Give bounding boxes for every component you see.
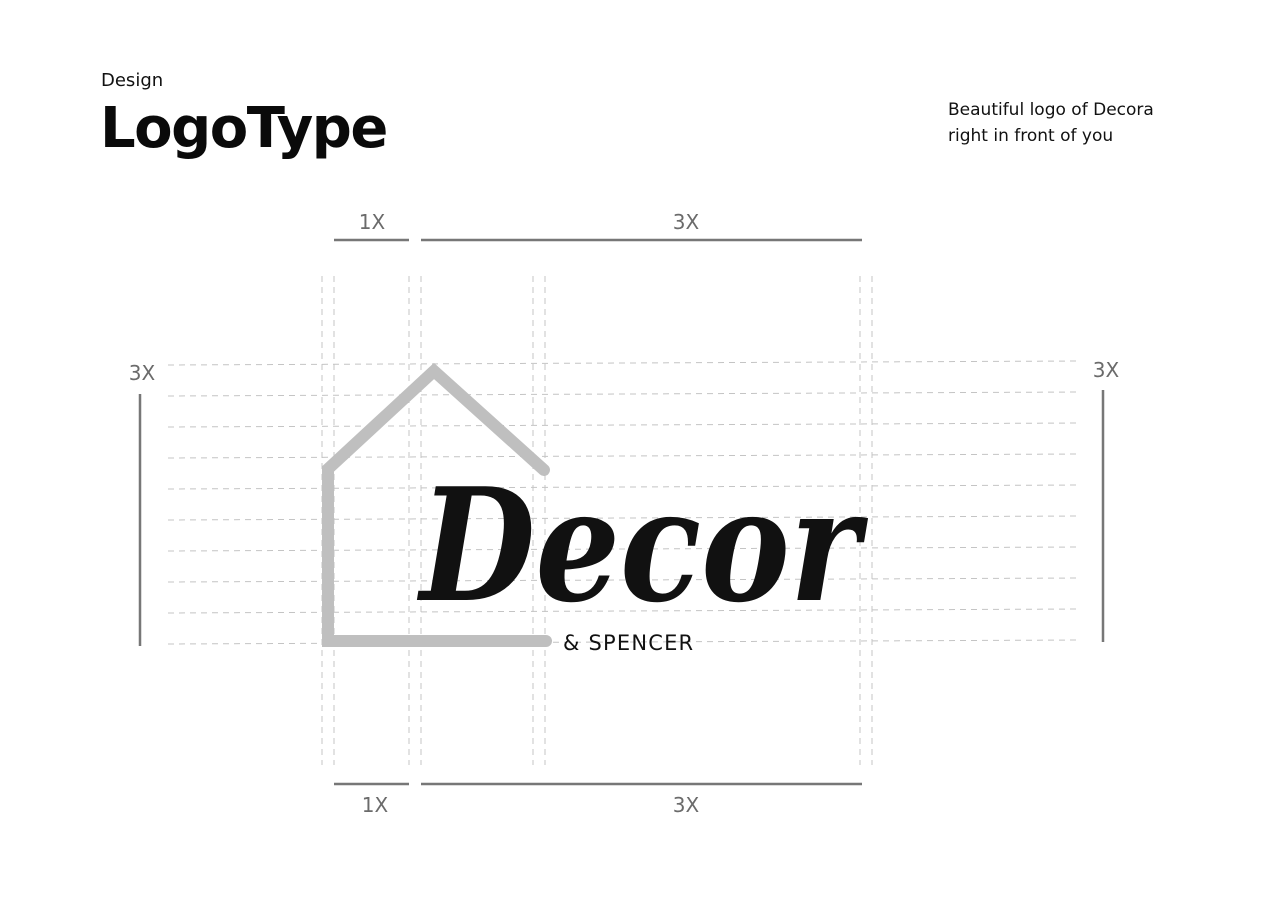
section-eyebrow: Design (101, 70, 164, 91)
bottom-large-measure: 3X (673, 793, 700, 817)
guide-line (167, 639, 1081, 645)
page-title: LogoType (100, 96, 388, 161)
top-small-measure: 1X (359, 210, 386, 234)
guide-line (167, 360, 1081, 366)
bottom-small-measure: 1X (362, 793, 389, 817)
guide-line (167, 422, 1081, 428)
description-line: Beautiful logo of Decora (948, 100, 1154, 120)
guide-line (167, 453, 1081, 459)
horizontal-guides (167, 360, 1081, 645)
house-outline (322, 362, 552, 647)
guide-line (167, 608, 1081, 614)
wordmark-decor: Decor (417, 454, 869, 637)
guide-line (167, 484, 1081, 490)
guide-line (167, 515, 1081, 521)
guide-line (167, 391, 1081, 397)
description-line: right in front of you (948, 126, 1114, 146)
wordmark-subline: & SPENCER (563, 631, 694, 655)
top-large-measure: 3X (673, 210, 700, 234)
left-measure: 3X (129, 361, 156, 385)
measure-rules (138, 238, 1105, 786)
guide-line (167, 577, 1081, 583)
right-measure: 3X (1093, 358, 1120, 382)
guide-line (167, 546, 1081, 552)
page-description: Beautiful logo of Decora right in front … (948, 97, 1188, 149)
